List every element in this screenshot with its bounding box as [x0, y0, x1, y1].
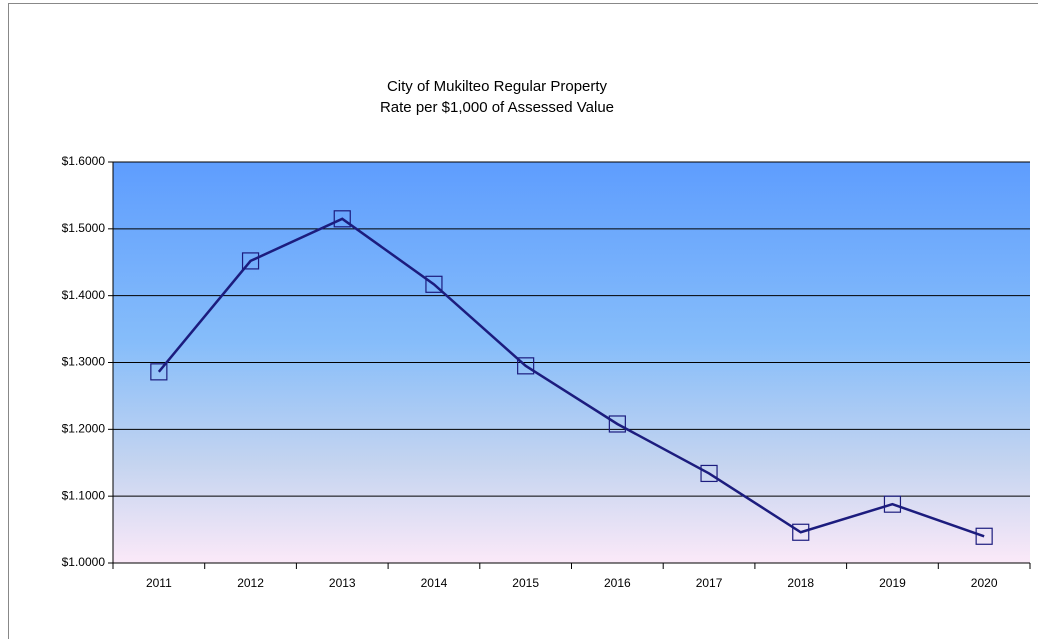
y-tick-label: $1.5000	[62, 221, 106, 235]
y-tick-label: $1.0000	[62, 555, 106, 569]
chart-title: City of Mukilteo Regular Property	[387, 78, 608, 95]
y-tick-label: $1.3000	[62, 355, 106, 369]
chart-title: Rate per $1,000 of Assessed Value	[380, 99, 614, 116]
x-tick-label: 2020	[971, 576, 998, 590]
x-tick-label: 2011	[146, 576, 172, 590]
x-tick-label: 2017	[696, 576, 723, 590]
x-tick-label: 2018	[787, 576, 814, 590]
y-tick-label: $1.2000	[62, 422, 106, 436]
x-tick-label: 2014	[421, 576, 448, 590]
x-tick-label: 2013	[329, 576, 356, 590]
y-tick-label: $1.1000	[62, 488, 106, 502]
x-tick-label: 2015	[512, 576, 539, 590]
x-tick-label: 2016	[604, 576, 631, 590]
y-tick-label: $1.4000	[62, 288, 106, 302]
x-tick-label: 2012	[237, 576, 264, 590]
y-tick-label: $1.6000	[62, 154, 106, 168]
x-tick-label: 2019	[879, 576, 906, 590]
